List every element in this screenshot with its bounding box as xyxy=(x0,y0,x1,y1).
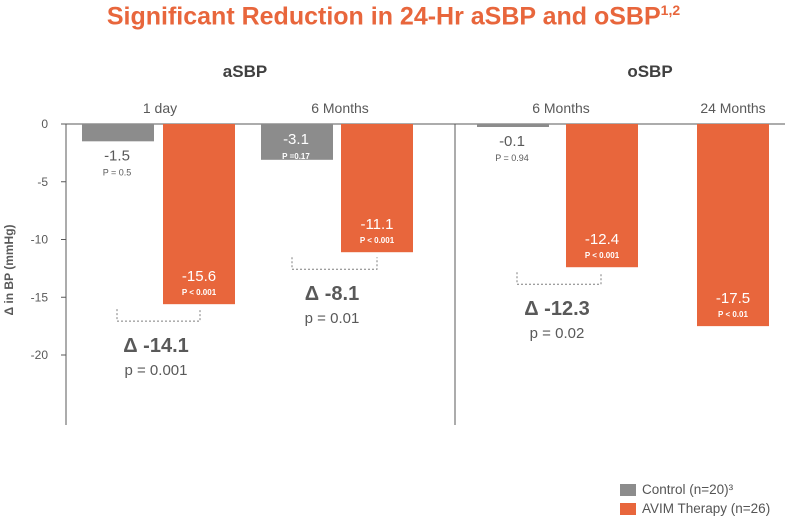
bar-value-label: -1.5 xyxy=(104,147,130,164)
panel-title-asbp: aSBP xyxy=(223,62,267,81)
bar-value-label: -17.5 xyxy=(716,290,750,307)
delta-p-value: p = 0.001 xyxy=(125,362,188,379)
y-tick-label: -10 xyxy=(31,233,49,247)
delta-p-value: p = 0.02 xyxy=(530,325,585,342)
bar-control xyxy=(82,124,154,142)
bar-p-value: P < 0.01 xyxy=(718,310,748,319)
bar-p-value: P =0.17 xyxy=(282,152,310,161)
chart-title: Significant Reduction in 24-Hr aSBP and … xyxy=(106,2,681,31)
delta-bracket xyxy=(516,272,602,285)
bar-avim xyxy=(566,124,638,268)
group-label: 1 day xyxy=(143,100,177,116)
group-label: 24 Months xyxy=(700,100,765,116)
legend-item-control: Control (n=20)³ xyxy=(620,480,770,499)
bar-p-value: P < 0.001 xyxy=(182,288,217,297)
bar-avim xyxy=(163,124,235,305)
y-tick-label: -15 xyxy=(31,290,49,304)
bar-value-label: -3.1 xyxy=(283,131,309,148)
bar-value-label: -11.1 xyxy=(360,216,393,233)
bar-p-value: P < 0.001 xyxy=(360,236,395,245)
bar-p-value: P = 0.5 xyxy=(103,167,132,177)
bar-p-value: P = 0.94 xyxy=(495,153,529,163)
bar-value-label: -15.6 xyxy=(182,268,216,285)
y-axis-label: Δ in BP (mmHg) xyxy=(2,224,16,315)
panel-title-osbp: oSBP xyxy=(627,62,672,81)
bar-p-value: P < 0.001 xyxy=(585,251,620,260)
delta-label: Δ -8.1 xyxy=(305,283,359,305)
bar-control xyxy=(477,124,549,127)
legend-item-avim: AVIM Therapy (n=26) xyxy=(620,499,770,518)
legend-swatch-control xyxy=(620,483,636,496)
bar-value-label: -0.1 xyxy=(499,133,525,150)
legend-swatch-avim xyxy=(620,502,636,515)
y-tick-label: -20 xyxy=(31,348,49,362)
legend-label-avim: AVIM Therapy (n=26) xyxy=(642,501,771,516)
delta-bracket xyxy=(116,309,201,322)
legend-label-control: Control (n=20)³ xyxy=(642,482,734,497)
y-tick-label: 0 xyxy=(41,117,48,131)
group-label: 6 Months xyxy=(311,100,369,116)
bar-avim xyxy=(697,124,769,327)
delta-label: Δ -14.1 xyxy=(123,335,189,357)
bar-control xyxy=(261,124,333,160)
delta-label: Δ -12.3 xyxy=(524,298,590,320)
y-tick-label: -5 xyxy=(37,175,48,189)
group-label: 6 Months xyxy=(532,100,590,116)
bar-value-label: -12.4 xyxy=(585,231,619,248)
legend: Control (n=20)³ AVIM Therapy (n=26) xyxy=(620,480,770,518)
delta-bracket xyxy=(291,257,378,270)
delta-p-value: p = 0.01 xyxy=(305,310,360,327)
bar-avim xyxy=(341,124,413,253)
